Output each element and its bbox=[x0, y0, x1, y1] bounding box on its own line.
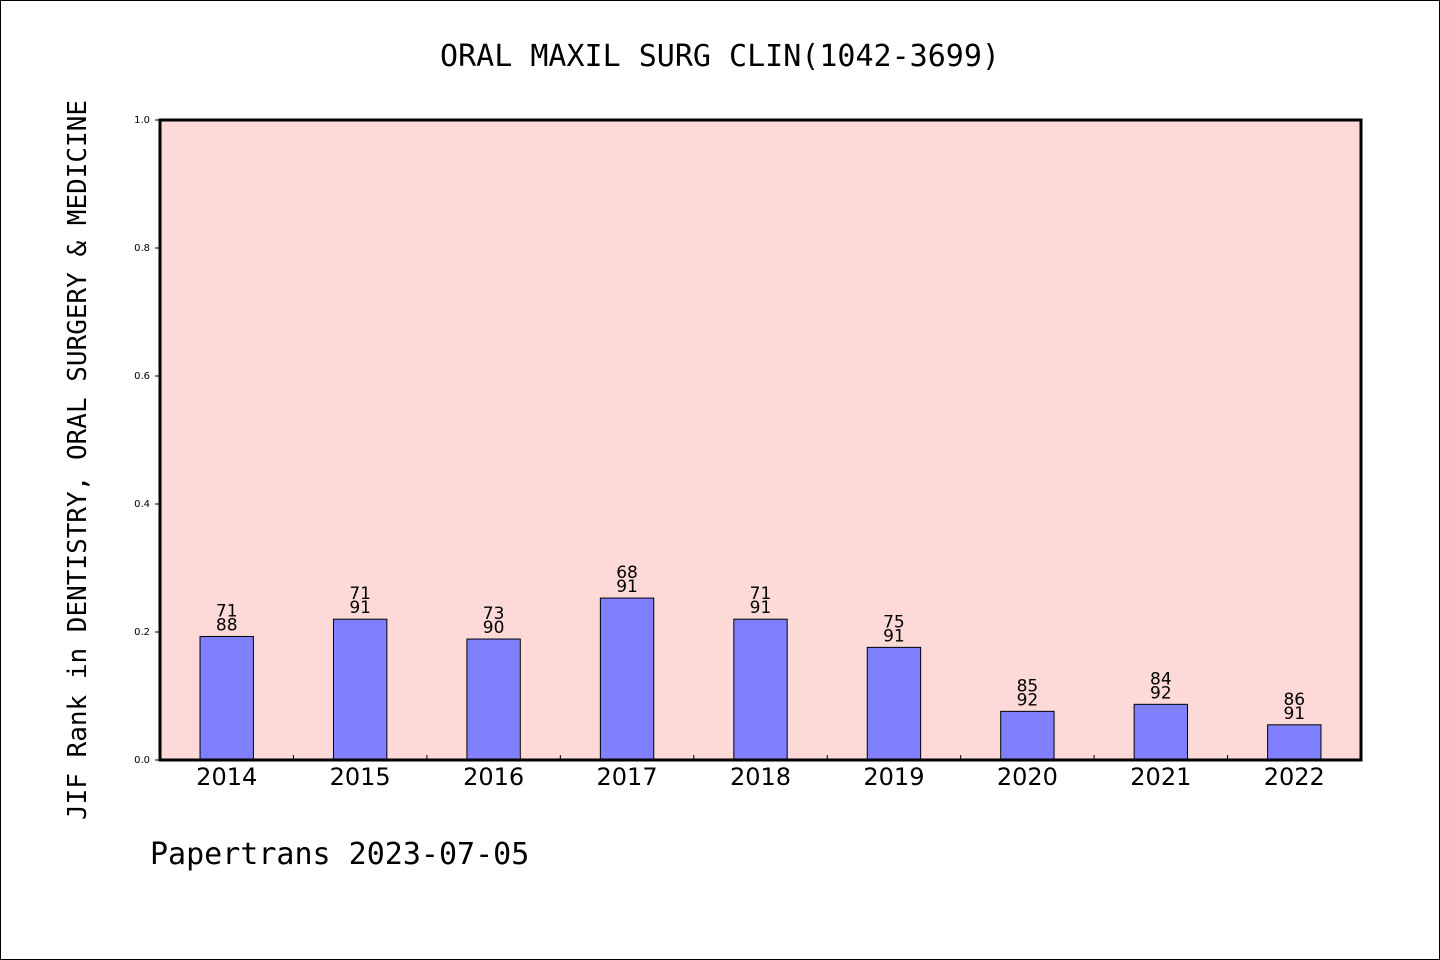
bar-rank-label-2021: 84 bbox=[1150, 669, 1172, 689]
bar-2018 bbox=[733, 618, 788, 761]
bar-rank-label-2017: 68 bbox=[616, 563, 638, 583]
bars-group bbox=[199, 597, 1322, 761]
x-tick-label-2022: 2022 bbox=[1264, 763, 1325, 791]
bar-total-label-2022: 91 bbox=[1283, 704, 1305, 724]
bar-rank-label-2022: 86 bbox=[1283, 690, 1305, 710]
bar-2015 bbox=[332, 618, 388, 761]
bar-total-label-2020: 92 bbox=[1017, 690, 1039, 710]
bar-2017 bbox=[599, 597, 655, 761]
bar-rank-label-2014: 71 bbox=[216, 601, 238, 621]
y-tick-label-0: 0.0 bbox=[134, 755, 150, 766]
y-axis: 0.0 0.2 0.4 0.6 0.8 1.0 bbox=[134, 115, 160, 766]
x-tick-label-2020: 2020 bbox=[997, 763, 1058, 791]
bar-rank-label-2020: 85 bbox=[1017, 676, 1039, 696]
footer-text: Papertrans 2023-07-05 bbox=[150, 837, 529, 872]
bar-rank-label-2015: 71 bbox=[349, 584, 371, 604]
bar-total-label-2017: 91 bbox=[616, 577, 638, 597]
bar-2022 bbox=[1267, 724, 1322, 761]
y-axis-label: JIF Rank in DENTISTRY, ORAL SURGERY & ME… bbox=[63, 100, 93, 820]
x-axis: 2014 2015 2016 2017 2018 2019 2020 2021 2022 bbox=[196, 755, 1325, 791]
bar-total-label-2019: 91 bbox=[883, 626, 905, 646]
x-tick-label-2018: 2018 bbox=[730, 763, 791, 791]
x-tick-label-2014: 2014 bbox=[196, 763, 257, 791]
y-tick-label-1: 0.2 bbox=[134, 627, 150, 638]
bar-total-label-2015: 91 bbox=[349, 598, 371, 618]
bar-total-label-2021: 92 bbox=[1150, 683, 1172, 703]
y-tick-label-2: 0.4 bbox=[134, 499, 150, 510]
bar-2014 bbox=[199, 635, 254, 761]
bar-rank-label-2016: 73 bbox=[483, 604, 505, 624]
x-tick-label-2015: 2015 bbox=[330, 763, 391, 791]
x-tick-label-2017: 2017 bbox=[597, 763, 658, 791]
bar-total-label-2014: 88 bbox=[216, 615, 238, 635]
bar-total-label-2018: 91 bbox=[750, 598, 772, 618]
bar-rank-label-2018: 71 bbox=[750, 584, 772, 604]
bar-2016 bbox=[466, 638, 521, 761]
plot-border bbox=[158, 118, 1363, 762]
chart-title: ORAL MAXIL SURG CLIN(1042-3699) bbox=[440, 39, 1000, 74]
x-tick-label-2016: 2016 bbox=[463, 763, 524, 791]
y-tick-label-3: 0.6 bbox=[134, 371, 150, 382]
bar-total-label-2016: 90 bbox=[483, 618, 505, 638]
bar-2019 bbox=[866, 646, 922, 761]
bar-2020 bbox=[1000, 710, 1055, 761]
bar-2021 bbox=[1133, 703, 1189, 761]
x-tick-label-2019: 2019 bbox=[863, 763, 924, 791]
bar-rank-label-2019: 75 bbox=[883, 612, 905, 632]
x-tick-label-2021: 2021 bbox=[1130, 763, 1191, 791]
y-tick-label-5: 1.0 bbox=[134, 115, 150, 126]
y-tick-label-4: 0.8 bbox=[134, 243, 150, 254]
